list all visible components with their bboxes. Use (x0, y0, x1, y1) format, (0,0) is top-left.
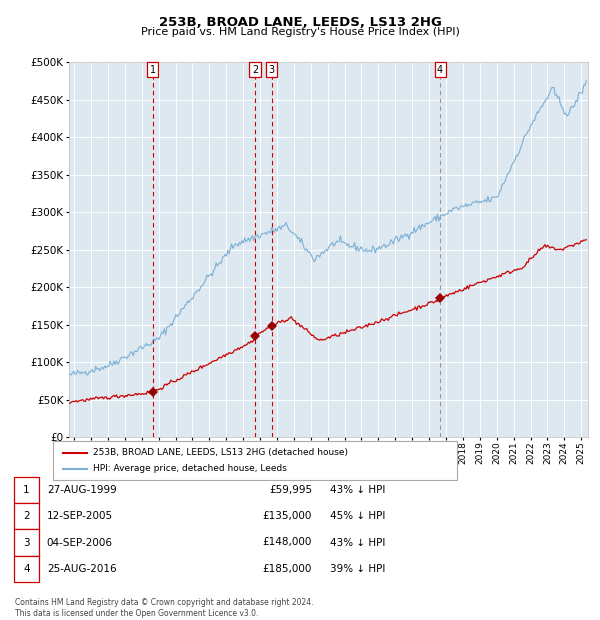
Text: 253B, BROAD LANE, LEEDS, LS13 2HG: 253B, BROAD LANE, LEEDS, LS13 2HG (158, 16, 442, 29)
Text: 4: 4 (437, 64, 443, 74)
Text: £59,995: £59,995 (269, 485, 312, 495)
Text: 4: 4 (23, 564, 30, 574)
Text: 3: 3 (268, 64, 275, 74)
Text: 04-SEP-2006: 04-SEP-2006 (47, 538, 113, 547)
Text: £135,000: £135,000 (263, 512, 312, 521)
Text: 253B, BROAD LANE, LEEDS, LS13 2HG (detached house): 253B, BROAD LANE, LEEDS, LS13 2HG (detac… (93, 448, 348, 457)
Text: 1: 1 (23, 485, 30, 495)
Text: 27-AUG-1999: 27-AUG-1999 (47, 485, 116, 495)
Text: 43% ↓ HPI: 43% ↓ HPI (330, 485, 385, 495)
Text: Contains HM Land Registry data © Crown copyright and database right 2024.
This d: Contains HM Land Registry data © Crown c… (15, 598, 314, 618)
Text: 12-SEP-2005: 12-SEP-2005 (47, 512, 113, 521)
Text: 2: 2 (23, 512, 30, 521)
Text: 39% ↓ HPI: 39% ↓ HPI (330, 564, 385, 574)
Text: 3: 3 (23, 538, 30, 547)
Text: £185,000: £185,000 (263, 564, 312, 574)
Text: HPI: Average price, detached house, Leeds: HPI: Average price, detached house, Leed… (93, 464, 287, 473)
Text: 25-AUG-2016: 25-AUG-2016 (47, 564, 116, 574)
Text: 43% ↓ HPI: 43% ↓ HPI (330, 538, 385, 547)
Text: 45% ↓ HPI: 45% ↓ HPI (330, 512, 385, 521)
Text: 2: 2 (252, 64, 258, 74)
Text: 1: 1 (149, 64, 156, 74)
Text: £148,000: £148,000 (263, 538, 312, 547)
Text: Price paid vs. HM Land Registry's House Price Index (HPI): Price paid vs. HM Land Registry's House … (140, 27, 460, 37)
